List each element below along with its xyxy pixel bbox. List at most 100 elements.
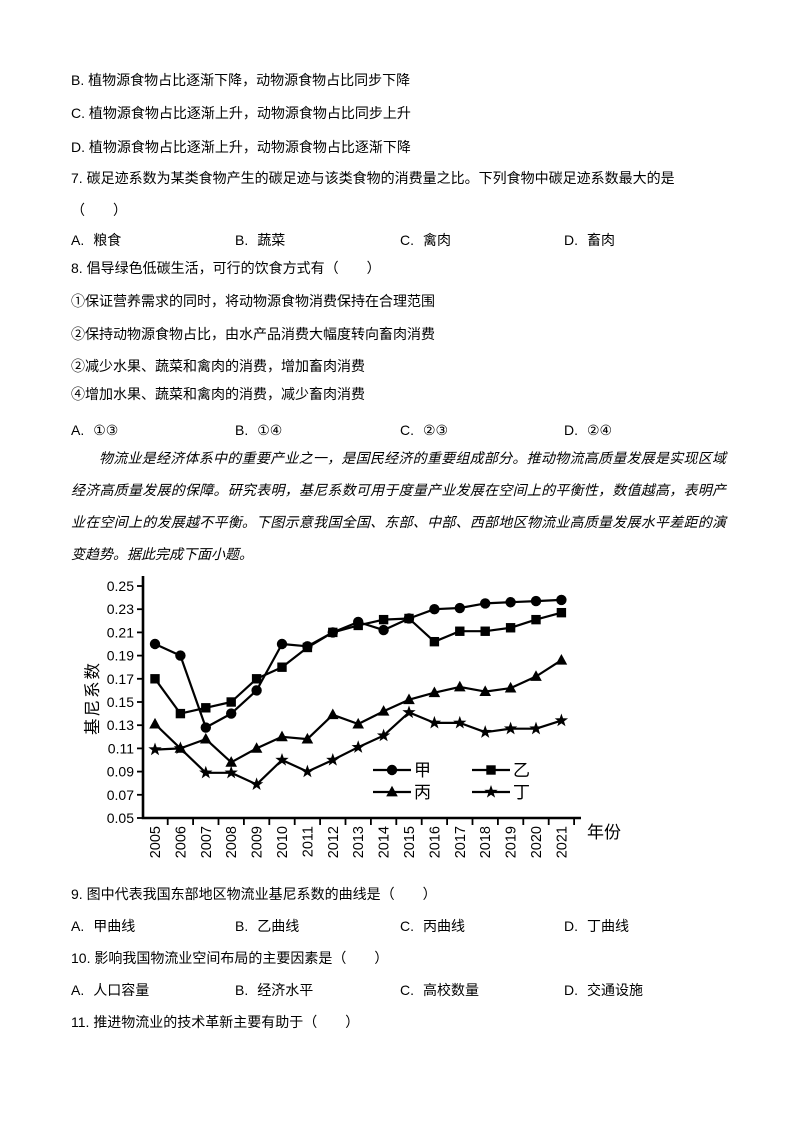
option-text: 植物源食物占比逐渐下降，动物源食物占比同步下降 bbox=[88, 72, 411, 88]
marker-square bbox=[531, 614, 541, 625]
option-label: D. bbox=[71, 139, 85, 155]
marker-triangle bbox=[200, 732, 212, 744]
marker-star bbox=[478, 725, 492, 738]
option-d: D. 畜肉 bbox=[564, 232, 615, 248]
option-d: D. 丁曲线 bbox=[564, 918, 629, 934]
y-tick-label: 0.07 bbox=[107, 787, 134, 803]
y-tick-label: 0.09 bbox=[107, 764, 134, 780]
marker-triangle bbox=[530, 670, 542, 681]
question-8-item-2: ②保持动物源食物占比，由水产品消费大幅度转向畜肉消费 bbox=[71, 326, 435, 342]
marker-triangle bbox=[403, 693, 415, 705]
question-8-item-3: ②减少水果、蔬菜和禽肉的消费，增加畜肉消费 bbox=[71, 358, 365, 374]
marker-circle bbox=[386, 764, 398, 776]
marker-square bbox=[226, 697, 236, 707]
x-tick-label: 2005 bbox=[148, 826, 164, 858]
marker-star bbox=[300, 764, 315, 778]
option-label: B. bbox=[71, 72, 85, 88]
marker-triangle bbox=[454, 680, 466, 692]
marker-square bbox=[404, 613, 414, 624]
marker-star bbox=[427, 715, 442, 729]
option-line-c: C. 植物源食物占比逐渐上升，动物源食物占比同步上升 bbox=[71, 103, 726, 123]
marker-square bbox=[251, 674, 262, 684]
marker-square bbox=[328, 627, 338, 638]
option-a: A. 粮食 bbox=[71, 232, 122, 248]
x-tick-label: 2014 bbox=[377, 826, 393, 858]
x-tick-label: 2006 bbox=[173, 826, 189, 858]
marker-star bbox=[249, 777, 264, 791]
option-b: B. 经济水平 bbox=[235, 982, 314, 998]
marker-triangle bbox=[479, 685, 491, 696]
question-7-options: A. 粮食 B. 蔬菜 C. 禽肉 D. 畜肉 bbox=[71, 230, 731, 250]
legend-label: 丁 bbox=[513, 783, 530, 802]
option-line-b: B. 植物源食物占比逐渐下降，动物源食物占比同步下降 bbox=[71, 70, 726, 90]
x-tick-label: 2015 bbox=[402, 826, 418, 858]
passage-line: 业在空间上的发展越不平衡。下图示意我国全国、东部、中部、西部地区物流业高质量发展… bbox=[71, 515, 726, 531]
legend-label: 乙 bbox=[513, 761, 530, 780]
marker-square bbox=[302, 642, 313, 653]
passage-line: 变趋势。据此完成下面小题。 bbox=[71, 547, 253, 563]
y-tick-label: 0.21 bbox=[107, 624, 134, 640]
marker-square bbox=[353, 620, 363, 631]
x-tick-label: 2009 bbox=[250, 826, 266, 858]
x-tick-label: 2017 bbox=[453, 826, 469, 858]
question-9-options: A. 甲曲线 B. 乙曲线 C. 丙曲线 D. 丁曲线 bbox=[71, 916, 731, 936]
marker-triangle bbox=[386, 785, 398, 797]
marker-circle bbox=[149, 638, 161, 650]
y-tick-label: 0.11 bbox=[108, 740, 134, 756]
marker-square bbox=[556, 607, 567, 618]
marker-triangle bbox=[504, 681, 517, 693]
marker-star bbox=[376, 728, 391, 742]
question-9-stem: 9. 图中代表我国东部地区物流业基尼系数的曲线是（ ） bbox=[71, 886, 437, 902]
gini-coefficient-chart: 0.05 0.07 0.09 0.11 0.13 0.15 0.17 0.19 0.21 0.23… bbox=[71, 570, 691, 870]
marker-star bbox=[503, 721, 518, 735]
legend-label: 丙 bbox=[414, 783, 431, 802]
marker-square bbox=[486, 765, 496, 775]
marker-circle bbox=[226, 708, 237, 719]
marker-triangle bbox=[149, 717, 161, 729]
marker-star bbox=[453, 715, 467, 729]
marker-star bbox=[275, 753, 289, 766]
x-tick-label: 2018 bbox=[478, 826, 494, 858]
y-tick-label: 0.19 bbox=[107, 648, 134, 664]
y-tick-label: 0.13 bbox=[107, 717, 134, 733]
option-text: 植物源食物占比逐渐上升，动物源食物占比逐渐下降 bbox=[88, 139, 411, 155]
marker-square bbox=[150, 674, 160, 684]
marker-square bbox=[201, 703, 211, 713]
marker-star bbox=[173, 741, 188, 755]
question-7-paren: （ ） bbox=[71, 202, 127, 218]
y-axis-title: 基尼系数 bbox=[83, 661, 102, 735]
marker-star bbox=[529, 721, 543, 735]
y-tick-label: 0.05 bbox=[107, 810, 134, 826]
option-b: B. 蔬菜 bbox=[235, 232, 286, 248]
marker-triangle bbox=[428, 686, 441, 698]
marker-circle bbox=[530, 595, 542, 607]
x-tick-label: 2007 bbox=[199, 826, 215, 858]
marker-triangle bbox=[250, 742, 263, 753]
marker-triangle bbox=[377, 705, 390, 716]
x-tick-label: 2020 bbox=[529, 826, 545, 858]
x-tick-label: 2016 bbox=[427, 826, 443, 858]
marker-star bbox=[326, 753, 340, 766]
marker-triangle bbox=[225, 756, 237, 767]
x-tick-label: 2011 bbox=[300, 826, 316, 857]
marker-triangle bbox=[301, 732, 314, 744]
marker-triangle bbox=[327, 708, 339, 720]
marker-square bbox=[175, 708, 186, 719]
legend-label: 甲 bbox=[414, 761, 431, 780]
marker-circle bbox=[200, 722, 211, 733]
marker-square bbox=[455, 626, 465, 636]
question-10-stem: 10. 影响我国物流业空间布局的主要因素是（ ） bbox=[71, 950, 389, 966]
question-10-options: A. 人口容量 B. 经济水平 C. 高校数量 D. 交通设施 bbox=[71, 980, 731, 1000]
x-tick-label: 2013 bbox=[351, 826, 367, 858]
marker-circle bbox=[429, 604, 440, 615]
option-a: A. 人口容量 bbox=[71, 982, 150, 998]
x-tick-label: 2019 bbox=[504, 826, 520, 858]
option-line-d: D. 植物源食物占比逐渐上升，动物源食物占比逐渐下降 bbox=[71, 137, 726, 157]
marker-circle bbox=[480, 598, 491, 609]
marker-star bbox=[224, 765, 238, 779]
option-c: C. 丙曲线 bbox=[400, 918, 465, 934]
x-tick-label: 2021 bbox=[554, 826, 570, 858]
x-axis-title: 年份 bbox=[587, 823, 621, 842]
option-d: D. 交通设施 bbox=[564, 982, 643, 998]
